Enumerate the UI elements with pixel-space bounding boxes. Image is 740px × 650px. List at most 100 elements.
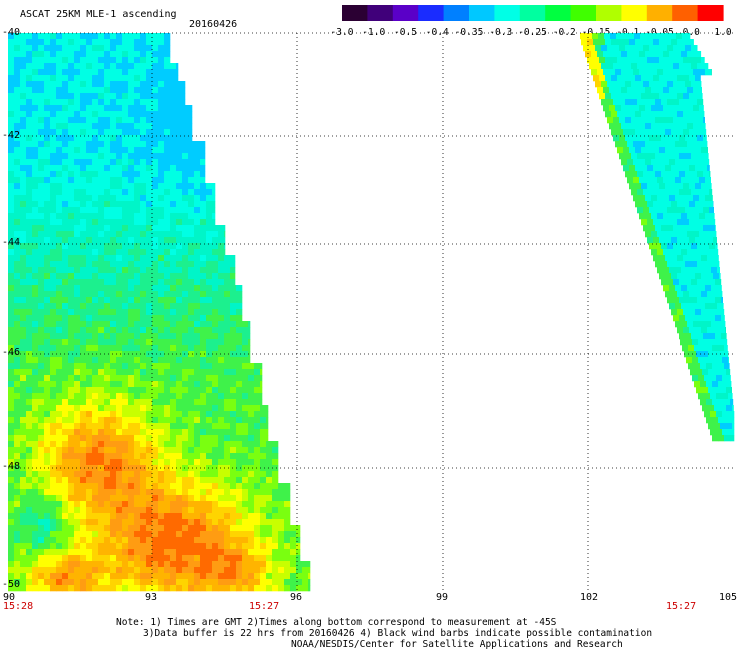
swath-cell xyxy=(170,555,177,562)
swath-cell xyxy=(601,45,608,52)
swath-cell xyxy=(703,297,710,304)
swath-cell xyxy=(659,219,666,226)
swath-cell xyxy=(44,195,51,202)
swath-cell xyxy=(80,291,87,298)
swath-cell xyxy=(38,249,45,256)
swath-cell xyxy=(278,531,285,538)
swath-cell xyxy=(212,465,219,472)
swath-cell xyxy=(116,51,123,58)
swath-cell xyxy=(200,579,207,586)
swath-cell xyxy=(693,249,700,256)
swath-cell xyxy=(712,435,719,442)
swath-cell xyxy=(248,525,255,532)
swath-cell xyxy=(296,537,301,544)
swath-cell xyxy=(158,465,165,472)
swath-cell xyxy=(697,189,704,196)
swath-cell xyxy=(134,543,141,550)
swath-cell xyxy=(158,477,165,484)
swath-cell xyxy=(62,81,69,88)
swath-cell xyxy=(290,561,297,568)
swath-cell xyxy=(14,237,21,244)
swath-cell xyxy=(14,123,21,130)
swath-cell xyxy=(98,159,105,166)
swath-cell xyxy=(38,213,45,220)
swath-cell xyxy=(74,543,81,550)
swath-cell xyxy=(56,531,63,538)
y-tick-label: -50 xyxy=(2,579,21,590)
swath-cell xyxy=(20,585,27,592)
swath-cell xyxy=(50,465,57,472)
swath-cell xyxy=(712,417,719,424)
swath-cell xyxy=(188,327,195,334)
swath-cell xyxy=(158,393,165,400)
swath-cell xyxy=(722,393,729,400)
swath-cell xyxy=(212,333,219,340)
swath-cell xyxy=(589,45,596,52)
swath-cell xyxy=(86,189,93,196)
swath-cell xyxy=(74,567,81,574)
swath-cell xyxy=(14,381,21,388)
swath-cell xyxy=(248,507,255,514)
swath-cell xyxy=(170,381,177,388)
swath-cell xyxy=(254,387,261,394)
swath-cell xyxy=(182,579,189,586)
swath-cell xyxy=(699,177,706,184)
swath-cell xyxy=(86,477,93,484)
swath-cell xyxy=(158,267,165,274)
swath-cell xyxy=(242,531,249,538)
swath-cell xyxy=(176,117,183,124)
swath-cell xyxy=(236,573,243,580)
swath-cell xyxy=(14,81,21,88)
swath-cell xyxy=(98,195,105,202)
swath-cell xyxy=(110,33,117,40)
swath-cell xyxy=(158,525,165,532)
swath-cell xyxy=(200,171,206,178)
swath-cell xyxy=(248,375,255,382)
swath-cell xyxy=(637,153,644,160)
swath-cell xyxy=(8,495,15,502)
swath-cell xyxy=(80,537,87,544)
swath-cell xyxy=(641,201,648,208)
swath-cell xyxy=(116,315,123,322)
swath-cell xyxy=(38,537,45,544)
swath-cell xyxy=(20,99,27,106)
swath-cell xyxy=(50,231,57,238)
swath-cell xyxy=(56,165,63,172)
swath-cell xyxy=(689,93,696,100)
swath-cell xyxy=(691,135,698,142)
swath-cell xyxy=(218,585,225,592)
swath-cell xyxy=(140,351,147,358)
swath-cell xyxy=(110,561,117,568)
swath-cell xyxy=(188,117,193,124)
swath-cell xyxy=(122,519,129,526)
swath-cell xyxy=(224,393,231,400)
swath-cell xyxy=(206,525,213,532)
swath-cell xyxy=(14,327,21,334)
swath-cell xyxy=(152,573,159,580)
swath-cell xyxy=(694,381,701,388)
swath-cell xyxy=(170,435,177,442)
swath-cell xyxy=(134,261,141,268)
colorbar-swatch xyxy=(342,5,368,21)
swath-cell xyxy=(20,519,27,526)
swath-cell xyxy=(649,135,656,142)
swath-cell xyxy=(266,567,273,574)
swath-cell xyxy=(14,537,21,544)
swath-cell xyxy=(703,153,709,160)
swath-cell xyxy=(712,345,719,352)
swath-cell xyxy=(86,219,93,226)
swath-cell xyxy=(92,45,99,52)
swath-cell xyxy=(146,387,153,394)
swath-cell xyxy=(697,243,704,250)
swath-cell xyxy=(152,555,159,562)
swath-cell xyxy=(20,333,27,340)
swath-cell xyxy=(128,177,135,184)
swath-cell xyxy=(613,135,620,142)
swath-cell xyxy=(92,255,99,262)
swath-cell xyxy=(260,393,263,400)
swath-cell xyxy=(56,501,63,508)
swath-cell xyxy=(26,435,33,442)
swath-cell xyxy=(671,309,678,316)
swath-cell xyxy=(74,387,81,394)
swath-cell xyxy=(38,225,45,232)
